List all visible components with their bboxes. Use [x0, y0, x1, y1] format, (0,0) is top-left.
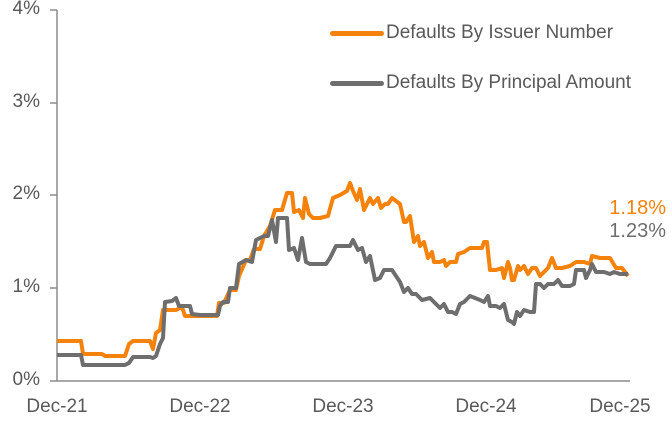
y-tick-4: 4%	[12, 0, 40, 19]
legend-swatch-gray	[330, 80, 384, 86]
y-tick-2: 2%	[12, 183, 40, 204]
issuer-end-value: 1.18%	[609, 197, 666, 219]
legend-label-issuer: Defaults By Issuer Number	[386, 22, 614, 43]
legend-swatch-orange	[330, 30, 384, 36]
x-tick-dec24: Dec-24	[455, 396, 517, 417]
y-tick-0: 0%	[12, 369, 40, 390]
y-axis	[50, 9, 58, 382]
principal-end-value: 1.23%	[609, 220, 666, 242]
x-tick-dec21: Dec-21	[26, 396, 88, 417]
legend-issuer-number: Defaults By Issuer Number	[330, 22, 613, 44]
x-tick-dec25: Dec-25	[589, 396, 651, 417]
legend-principal-amount: Defaults By Principal Amount	[330, 72, 631, 94]
x-tick-dec23: Dec-23	[312, 396, 374, 417]
y-tick-3: 3%	[12, 91, 40, 112]
x-tick-dec22: Dec-22	[169, 396, 231, 417]
principal-amount-series	[57, 216, 628, 367]
y-tick-1: 1%	[12, 276, 40, 297]
issuer-number-series	[57, 181, 630, 358]
legend-label-principal: Defaults By Principal Amount	[386, 72, 632, 93]
